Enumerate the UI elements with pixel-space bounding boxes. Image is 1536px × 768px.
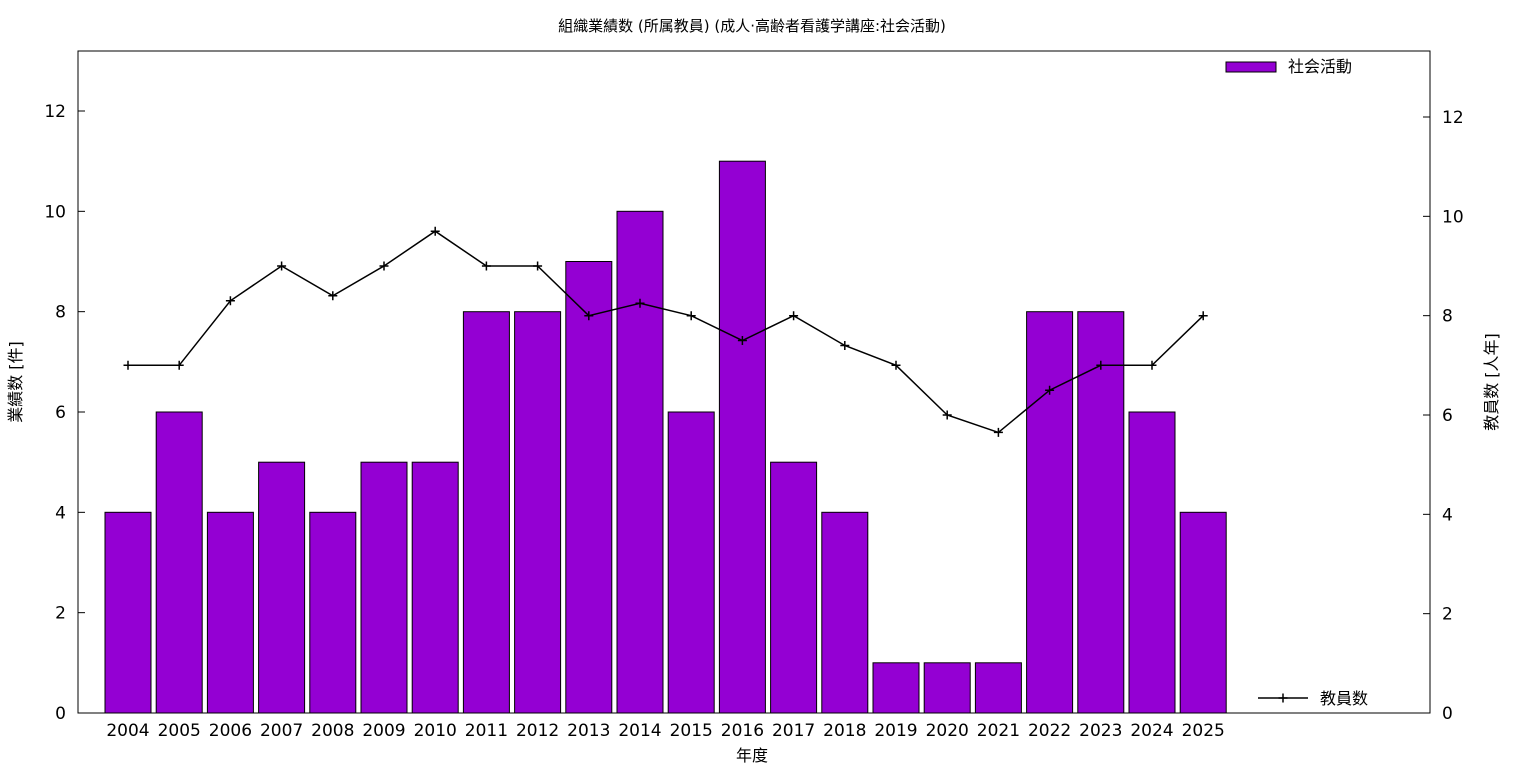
y2-tick-label: 2 <box>1442 605 1453 625</box>
x-tick-label: 2020 <box>926 721 969 741</box>
x-tick-label: 2005 <box>158 721 201 741</box>
y2-tick-label: 4 <box>1442 505 1453 525</box>
bar-2011 <box>462 311 510 714</box>
line-point-2006 <box>225 296 235 306</box>
y2-tick-label: 12 <box>1442 108 1464 128</box>
bar-2023 <box>1077 311 1125 714</box>
x-tick-label: 2008 <box>311 721 354 741</box>
chart-title: 組織業績数 (所属教員) (成人·高齢者看護学講座:社会活動) <box>558 17 946 35</box>
bar-2019 <box>872 662 920 714</box>
bar-2020 <box>923 662 971 714</box>
plot-area: 0 2 4 6 8 10 12 0 2 4 6 8 10 12 2004 2005 2006 2007 2008 20… <box>44 50 1464 741</box>
x-tick-label: 2009 <box>362 721 405 741</box>
bar-2021 <box>974 662 1022 714</box>
bar-2017 <box>770 461 818 714</box>
x-axis-label: 年度 <box>736 746 768 765</box>
line-point-2022 <box>1045 385 1055 395</box>
line-point-2023 <box>1096 360 1106 370</box>
line-point-2018 <box>840 341 850 350</box>
bar-2022 <box>1026 311 1074 714</box>
bar-2012 <box>514 311 562 714</box>
x-tick-label: 2019 <box>874 721 917 741</box>
bar-2004 <box>104 511 152 714</box>
x-tick-label: 2021 <box>977 721 1020 741</box>
bar-2008 <box>309 511 357 714</box>
y-tick-label: 4 <box>55 503 66 523</box>
legend-label-bar: 社会活動 <box>1288 57 1352 76</box>
plot-frame <box>77 50 1431 714</box>
line-point-2008 <box>328 291 338 301</box>
bar-2005 <box>155 411 203 714</box>
y2-tick-label: 10 <box>1442 207 1464 227</box>
y-tick-label: 6 <box>55 403 66 423</box>
x-tick-label: 2025 <box>1182 721 1225 741</box>
x-tick-label: 2022 <box>1028 721 1071 741</box>
line-point-2025 <box>1198 311 1208 321</box>
y2-tick-label: 0 <box>1442 704 1453 724</box>
line-point-2020 <box>942 410 952 420</box>
y2-tick-label: 6 <box>1442 406 1453 426</box>
x-tick-label: 2011 <box>465 721 508 741</box>
bar-2006 <box>206 511 254 714</box>
x-tick-label: 2014 <box>618 721 661 741</box>
x-tick-label: 2015 <box>670 721 713 741</box>
legend-swatch-bar <box>1225 61 1277 73</box>
line-point-2021 <box>993 427 1003 437</box>
y-tick-label: 2 <box>55 604 66 624</box>
x-tick-label: 2017 <box>772 721 815 741</box>
y2-tick-label: 8 <box>1442 307 1453 327</box>
line-point-2012 <box>533 261 543 271</box>
x-tick-label: 2007 <box>260 721 303 741</box>
x-tick-label: 2024 <box>1130 721 1173 741</box>
line-point-2016 <box>737 336 747 345</box>
y-axis-label: 業績数 [件] <box>6 341 25 423</box>
bar-2015 <box>667 411 715 714</box>
line-point-2024 <box>1147 360 1157 370</box>
bar-2014 <box>616 210 664 714</box>
line-point-2010 <box>430 226 440 236</box>
line-point-2019 <box>891 360 901 370</box>
y-tick-label: 10 <box>44 202 66 222</box>
legend-marker-line <box>1278 693 1288 703</box>
y2-axis-label: 教員数 [人年] <box>1482 333 1501 431</box>
line-point-2011 <box>481 261 491 271</box>
bar-2024 <box>1128 411 1176 714</box>
line-point-2005 <box>174 360 184 370</box>
x-tick-label: 2006 <box>209 721 252 741</box>
bar-2025 <box>1179 511 1227 714</box>
line-point-2004 <box>123 360 133 370</box>
x-tick-label: 2010 <box>414 721 457 741</box>
series-line-教員数 <box>128 230 1204 434</box>
line-point-2017 <box>789 311 799 321</box>
line-point-2013 <box>584 311 594 321</box>
bar-2009 <box>360 461 408 714</box>
y-tick-label: 0 <box>55 704 66 724</box>
y-tick-label: 12 <box>44 102 66 122</box>
x-tick-label: 2023 <box>1079 721 1122 741</box>
bar-2016 <box>718 160 766 714</box>
line-point-2007 <box>277 261 287 271</box>
line-point-2009 <box>379 261 389 271</box>
x-tick-label: 2013 <box>567 721 610 741</box>
line-point-2014 <box>635 298 645 308</box>
x-tick-label: 2004 <box>106 721 149 741</box>
bar-2013 <box>565 261 613 714</box>
bar-2007 <box>258 461 306 714</box>
bar-2010 <box>411 461 459 714</box>
x-tick-label: 2018 <box>823 721 866 741</box>
x-tick-label: 2012 <box>516 721 559 741</box>
y-tick-label: 8 <box>55 303 66 323</box>
legend-label-line: 教員数 <box>1320 689 1368 708</box>
line-point-2015 <box>686 311 696 321</box>
bar-2018 <box>821 511 869 714</box>
x-tick-label: 2016 <box>721 721 764 741</box>
